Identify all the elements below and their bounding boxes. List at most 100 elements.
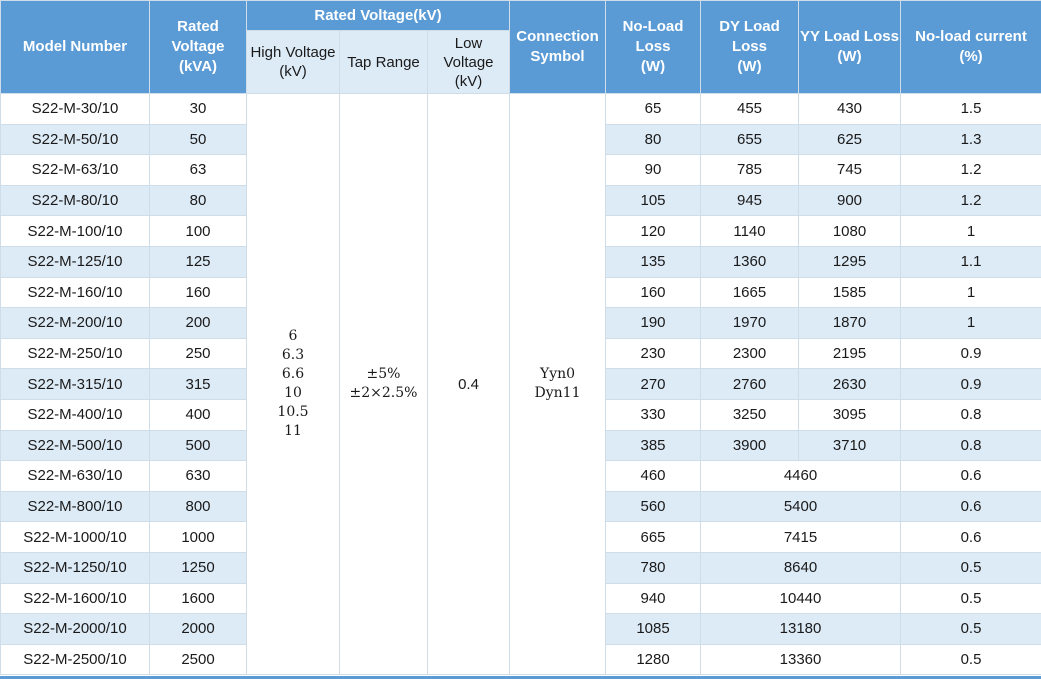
header-rated-voltage-group: Rated Voltage(kV)	[246, 0, 510, 31]
cell-no-load-loss: 80	[605, 123, 701, 156]
cell-model: S22-M-160/10	[0, 276, 150, 309]
cell-no-load-current: 1.3	[900, 123, 1041, 156]
cell-load-loss: 8640	[700, 551, 901, 584]
cell-no-load-current: 0.8	[900, 398, 1041, 431]
cell-kva: 800	[149, 490, 247, 523]
cell-connection-values: Yyn0 Dyn11	[509, 92, 606, 676]
cell-no-load-current: 1.5	[900, 93, 1041, 125]
cell-model: S22-M-1000/10	[0, 521, 150, 553]
cell-yy-load-loss: 745	[798, 154, 901, 186]
cell-kva: 160	[149, 276, 247, 309]
cell-no-load-current: 0.6	[900, 490, 1041, 523]
cell-no-load-current: 0.5	[900, 643, 1041, 676]
cell-model: S22-M-400/10	[0, 398, 150, 431]
table-row: S22-M-63/10 63 90 785 745 1.2	[0, 154, 1041, 186]
cell-no-load-current: 0.9	[900, 337, 1041, 370]
cell-no-load-current: 0.6	[900, 521, 1041, 553]
table-row: S22-M-160/10 160 160 1665 1585 1	[0, 276, 1041, 309]
cell-kva: 500	[149, 429, 247, 462]
table-row: S22-M-800/10 800 560 5400 0.6	[0, 490, 1041, 523]
cell-no-load-loss: 190	[605, 307, 701, 339]
header-yy-load-loss: YY Load Loss (W)	[798, 0, 901, 94]
cell-model: S22-M-1600/10	[0, 582, 150, 615]
cell-load-loss: 10440	[700, 582, 901, 615]
cell-no-load-current: 0.5	[900, 551, 1041, 584]
cell-kva: 30	[149, 93, 247, 125]
cell-no-load-current: 0.5	[900, 613, 1041, 645]
cell-dy-load-loss: 785	[700, 154, 799, 186]
cell-no-load-current: 1	[900, 215, 1041, 247]
cell-kva: 1600	[149, 582, 247, 615]
cell-no-load-loss: 270	[605, 368, 701, 400]
header-model-number: Model Number	[0, 0, 150, 94]
table-row: S22-M-125/10 125 135 1360 1295 1.1	[0, 245, 1041, 278]
cell-dy-load-loss: 1360	[700, 245, 799, 278]
cell-model: S22-M-500/10	[0, 429, 150, 462]
cell-yy-load-loss: 430	[798, 93, 901, 125]
table-header: Model Number Rated Voltage (kVA) Rated V…	[0, 0, 1041, 94]
cell-dy-load-loss: 1140	[700, 215, 799, 247]
table-row: S22-M-30/10 30 6 6.3 6.6 10 10.5 11 ±5% ±2×…	[0, 92, 1041, 676]
cell-dy-load-loss: 455	[700, 93, 799, 125]
cell-kva: 2500	[149, 643, 247, 676]
cell-yy-load-loss: 2630	[798, 368, 901, 400]
table-body: S22-M-30/10 30 6 6.3 6.6 10 10.5 11 ±5% ±2×…	[0, 92, 1041, 676]
header-dy-load-loss: DY Load Loss (W)	[700, 0, 799, 94]
cell-model: S22-M-30/10	[0, 93, 150, 125]
cell-no-load-loss: 385	[605, 429, 701, 462]
cell-dy-load-loss: 1970	[700, 307, 799, 339]
cell-yy-load-loss: 625	[798, 123, 901, 156]
cell-model: S22-M-1250/10	[0, 551, 150, 584]
cell-yy-load-loss: 3710	[798, 429, 901, 462]
cell-no-load-loss: 105	[605, 184, 701, 217]
cell-yy-load-loss: 3095	[798, 398, 901, 431]
header-tap-range: Tap Range	[339, 30, 428, 94]
cell-load-loss: 7415	[700, 521, 901, 553]
cell-kva: 63	[149, 154, 247, 186]
header-low-voltage: Low Voltage (kV)	[427, 30, 510, 94]
cell-no-load-current: 0.9	[900, 368, 1041, 400]
cell-no-load-current: 1.2	[900, 184, 1041, 217]
cell-load-loss: 5400	[700, 490, 901, 523]
cell-yy-load-loss: 1870	[798, 307, 901, 339]
cell-no-load-loss: 230	[605, 337, 701, 370]
cell-kva: 1250	[149, 551, 247, 584]
cell-no-load-current: 0.5	[900, 582, 1041, 615]
cell-no-load-loss: 560	[605, 490, 701, 523]
cell-dy-load-loss: 2760	[700, 368, 799, 400]
cell-no-load-loss: 135	[605, 245, 701, 278]
cell-kva: 100	[149, 215, 247, 247]
header-high-voltage: High Voltage (kV)	[246, 30, 340, 94]
cell-model: S22-M-63/10	[0, 154, 150, 186]
cell-kva: 200	[149, 307, 247, 339]
cell-model: S22-M-80/10	[0, 184, 150, 217]
table-row: S22-M-200/10 200 190 1970 1870 1	[0, 307, 1041, 339]
cell-load-loss: 13360	[700, 643, 901, 676]
bottom-accent-bar	[0, 676, 1041, 679]
cell-no-load-current: 1	[900, 276, 1041, 309]
cell-dy-load-loss: 2300	[700, 337, 799, 370]
table-row: S22-M-100/10 100 120 1140 1080 1	[0, 215, 1041, 247]
cell-model: S22-M-2000/10	[0, 613, 150, 645]
cell-model: S22-M-100/10	[0, 215, 150, 247]
cell-model: S22-M-125/10	[0, 245, 150, 278]
cell-kva: 315	[149, 368, 247, 400]
cell-kva: 630	[149, 460, 247, 492]
cell-dy-load-loss: 945	[700, 184, 799, 217]
cell-no-load-loss: 90	[605, 154, 701, 186]
cell-model: S22-M-2500/10	[0, 643, 150, 676]
cell-kva: 2000	[149, 613, 247, 645]
cell-no-load-loss: 940	[605, 582, 701, 615]
cell-kva: 80	[149, 184, 247, 217]
table-row: S22-M-2000/10 2000 1085 13180 0.5	[0, 613, 1041, 645]
table-row: S22-M-500/10 500 385 3900 3710 0.8	[0, 429, 1041, 462]
cell-kva: 400	[149, 398, 247, 431]
table-row: S22-M-250/10 250 230 2300 2195 0.9	[0, 337, 1041, 370]
cell-yy-load-loss: 2195	[798, 337, 901, 370]
table-row: S22-M-50/10 50 80 655 625 1.3	[0, 123, 1041, 156]
cell-load-loss: 4460	[700, 460, 901, 492]
header-connection-symbol: Connection Symbol	[509, 0, 606, 94]
cell-kva: 125	[149, 245, 247, 278]
cell-no-load-loss: 160	[605, 276, 701, 309]
